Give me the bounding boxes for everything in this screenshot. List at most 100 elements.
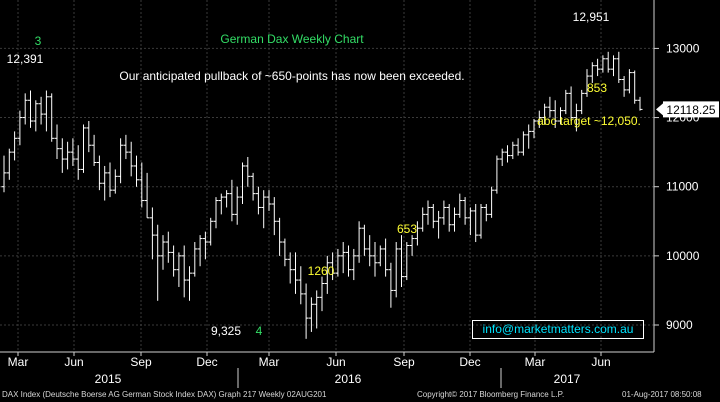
ohlc-bar	[96, 155, 102, 191]
ohlc-bar	[112, 169, 118, 194]
y-tick-label: 11000	[666, 180, 699, 194]
ohlc-bar	[552, 100, 558, 128]
ohlc-bar	[319, 276, 325, 312]
ohlc-bar	[134, 155, 139, 187]
ohlc-bar	[489, 186, 495, 218]
ohlc-bar	[65, 141, 71, 170]
x-tick-label: Mar	[259, 355, 280, 369]
y-tick-label: 13000	[666, 41, 700, 55]
ohlc-bar	[605, 51, 611, 73]
annotation-label: 853	[587, 81, 607, 95]
last-price-pointer	[656, 103, 663, 116]
ohlc-bar	[70, 138, 76, 166]
ohlc-bar	[181, 245, 187, 298]
ohlc-bar	[91, 134, 97, 166]
ohlc-bar	[361, 224, 367, 256]
ohlc-bar	[171, 245, 177, 277]
ohlc-bar	[346, 245, 351, 277]
x-tick-label: Mar	[525, 355, 546, 369]
x-year-label: 2015	[95, 372, 122, 386]
x-tick-label: Mar	[8, 355, 29, 369]
footer-source: DAX Index (Deutsche Boerse AG German Sto…	[2, 390, 327, 399]
ohlc-bar	[616, 51, 622, 83]
ohlc-bar	[558, 107, 563, 125]
ohlc-bar	[584, 69, 590, 97]
ohlc-bar	[160, 235, 166, 270]
ohlc-bar	[155, 224, 161, 301]
ohlc-bar	[367, 235, 373, 267]
ohlc-bar	[510, 141, 516, 160]
y-tick-label: 10000	[666, 249, 700, 263]
ohlc-bar	[202, 231, 208, 260]
ohlc-bar	[245, 156, 251, 187]
ohlc-bar	[240, 162, 245, 204]
x-tick-label: Sep	[130, 355, 152, 369]
y-tick-label: 9000	[666, 318, 693, 332]
ohlc-bar	[81, 124, 86, 173]
footer-timestamp: 01-Aug-2017 08:50:08	[622, 390, 702, 399]
ohlc-bar	[33, 100, 39, 132]
ohlc-bar	[542, 103, 548, 125]
ohlc-bar	[430, 203, 436, 229]
ohlc-bar	[499, 148, 505, 166]
annotation-label: 12,951	[573, 10, 610, 24]
ohlc-bar	[388, 262, 394, 308]
ohlc-bar	[176, 252, 182, 287]
ohlc-bar	[441, 200, 447, 225]
ohlc-bar	[12, 131, 18, 161]
ohlc-bar	[526, 124, 532, 149]
ohlc-bar	[531, 118, 537, 139]
ohlc-bar	[308, 297, 314, 332]
ohlc-bar	[483, 203, 489, 222]
ohlc-bar	[17, 110, 23, 146]
x-tick-label: Dec	[459, 355, 480, 369]
footer: DAX Index (Deutsche Boerse AG German Sto…	[0, 388, 720, 402]
x-tick-label: Sep	[393, 355, 415, 369]
ohlc-bar	[144, 172, 150, 219]
annotation-label: 9,325	[211, 324, 241, 338]
last-price-label: 12118.25	[666, 103, 715, 117]
ohlc-bar	[123, 134, 129, 160]
ohlc-bar	[298, 266, 304, 305]
ohlc-bar	[54, 124, 60, 160]
ohlc-bar	[452, 207, 457, 232]
ohlc-bar	[383, 238, 389, 277]
ohlc-bar	[505, 145, 510, 163]
ohlc-bar	[139, 162, 145, 208]
ohlc-bar	[277, 217, 283, 256]
info-email-box[interactable]: info@marketmatters.com.au	[472, 320, 644, 339]
chart-subtitle: Our anticipated pullback of ~650-points …	[119, 69, 464, 83]
ohlc-bar	[255, 186, 261, 215]
ohlc-bar	[149, 207, 155, 260]
ohlc-bar	[197, 235, 203, 267]
ohlc-bar	[446, 203, 452, 232]
ohlc-bar	[462, 197, 468, 225]
ohlc-bar	[536, 110, 542, 128]
ohlc-bar	[611, 55, 616, 77]
ohlc-bar	[637, 96, 643, 111]
chart-title: German Dax Weekly Chart	[220, 32, 364, 46]
ohlc-bar	[22, 93, 28, 125]
x-tick-label: Jun	[64, 355, 83, 369]
ohlc-bar	[49, 93, 55, 142]
annotation-label: 12,391	[7, 52, 44, 66]
ohlc-bar	[59, 138, 65, 173]
annotations: German Dax Weekly Chart Our anticipated p…	[7, 10, 641, 338]
ohlc-bar	[626, 69, 632, 94]
annotation-label: abc target ~12,050.	[537, 114, 641, 128]
ohlc-bar	[467, 207, 473, 236]
annotation-label: 1260	[308, 264, 335, 278]
ohlc-bar	[43, 90, 49, 132]
ohlc-bar	[224, 190, 230, 208]
ohlc-bar	[404, 242, 410, 281]
ohlc-bar	[118, 138, 124, 184]
ohlc-bar	[335, 248, 341, 277]
ohlc-bar	[494, 155, 500, 194]
ohlc-bar	[208, 217, 214, 246]
ohlc-bar	[600, 55, 606, 73]
annotation-label: 3	[35, 34, 42, 48]
ohlc-bar	[293, 252, 298, 294]
ohlc-bar	[192, 242, 198, 277]
